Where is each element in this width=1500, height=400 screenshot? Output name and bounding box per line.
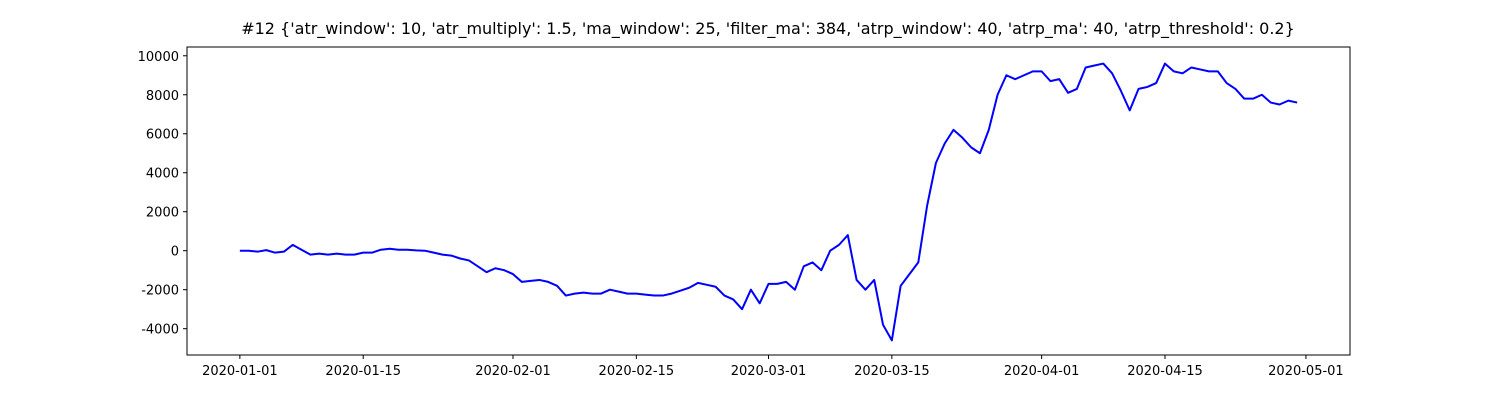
y-tick-label: 0: [171, 245, 179, 260]
data-line: [239, 62, 1298, 342]
x-tick-label: 2020-05-01: [1268, 364, 1344, 379]
y-tick-label: 10000: [138, 50, 179, 65]
x-tick-label: 2020-01-01: [202, 364, 278, 379]
y-tick-label: 8000: [146, 89, 179, 104]
x-tick-label: 2020-04-15: [1127, 364, 1203, 379]
y-tick-label: -2000: [141, 284, 179, 299]
chart-title: #12 {'atr_window': 10, 'atr_multiply': 1…: [241, 19, 1295, 39]
plot-frame: [186, 46, 1351, 356]
y-tick-label: -4000: [141, 323, 179, 338]
x-tick-label: 2020-03-15: [854, 364, 930, 379]
x-tick-label: 2020-01-15: [325, 364, 401, 379]
x-tick-label: 2020-04-01: [1004, 364, 1080, 379]
x-tick-label: 2020-02-01: [475, 364, 551, 379]
y-tick-label: 6000: [146, 128, 179, 143]
x-tick-label: 2020-03-01: [731, 364, 807, 379]
y-tick-label: 4000: [146, 167, 179, 182]
y-tick-label: 2000: [146, 206, 179, 221]
x-tick-label: 2020-02-15: [599, 364, 675, 379]
